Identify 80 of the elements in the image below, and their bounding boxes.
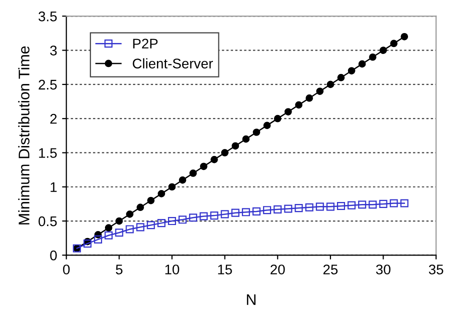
point [220, 210, 229, 218]
point [316, 202, 324, 211]
point [274, 205, 282, 214]
y-tick-label: 3.5 [38, 11, 57, 22]
y-tick-label: 1 [50, 182, 57, 192]
y-axis-title: Minimum Distribution Time [18, 46, 30, 224]
y-tick-label: 2 [50, 114, 57, 124]
point [221, 149, 228, 156]
point [158, 190, 166, 198]
x-tick-label: 5 [116, 264, 122, 274]
point [348, 201, 356, 210]
point [294, 204, 303, 212]
x-tick-label: 35 [428, 264, 444, 274]
point [136, 204, 144, 212]
legend-label: Client-Server [132, 58, 213, 68]
point [115, 217, 123, 225]
point [326, 202, 334, 211]
point [284, 108, 292, 116]
x-tick-label: 25 [323, 264, 338, 274]
x-tick-label: 10 [165, 264, 180, 274]
point [305, 203, 314, 212]
point [295, 101, 302, 109]
y-tick-label: 3 [50, 46, 57, 56]
point [189, 170, 197, 177]
point [263, 206, 272, 214]
point [306, 94, 313, 102]
point [115, 228, 124, 237]
point [358, 60, 366, 68]
point [379, 200, 388, 208]
point [400, 32, 408, 40]
point [168, 183, 176, 191]
x-tick-label: 15 [218, 264, 232, 274]
point [336, 202, 346, 210]
y-tick-label: 1.5 [39, 148, 57, 158]
point [369, 53, 376, 61]
point [189, 214, 198, 222]
x-axis-title: N [246, 294, 256, 305]
x-tick-label: 30 [376, 264, 390, 274]
x-tick-label: 20 [270, 264, 285, 274]
point [210, 212, 218, 220]
point [146, 221, 155, 230]
y-tick-label: 0.5 [38, 216, 57, 226]
point [380, 46, 387, 54]
point [104, 231, 113, 240]
y-tick-label: 0 [50, 250, 57, 260]
point [232, 142, 240, 150]
point [200, 212, 208, 220]
point [126, 210, 134, 218]
point [231, 208, 240, 217]
point [178, 176, 186, 184]
point [252, 207, 261, 216]
x-tick-label: 0 [63, 264, 70, 274]
point [326, 80, 334, 88]
point [126, 225, 134, 234]
point [83, 240, 92, 248]
point [284, 204, 292, 213]
point [178, 216, 187, 224]
point [348, 67, 356, 74]
y-tick-label: 2.5 [38, 80, 57, 90]
point [316, 88, 324, 95]
point [400, 199, 408, 208]
point [274, 114, 282, 122]
point [358, 200, 366, 209]
point [136, 223, 144, 232]
point [242, 135, 250, 143]
point [337, 74, 345, 82]
point [94, 235, 102, 244]
point [168, 216, 176, 226]
point [147, 196, 155, 204]
point [368, 200, 377, 209]
point [390, 199, 398, 208]
point [104, 224, 112, 232]
point [210, 156, 218, 164]
point [242, 208, 250, 216]
point [200, 162, 208, 170]
point [157, 219, 166, 228]
legend-label: P2P [133, 38, 158, 48]
point [252, 128, 260, 136]
point [263, 122, 271, 130]
point [390, 40, 398, 48]
